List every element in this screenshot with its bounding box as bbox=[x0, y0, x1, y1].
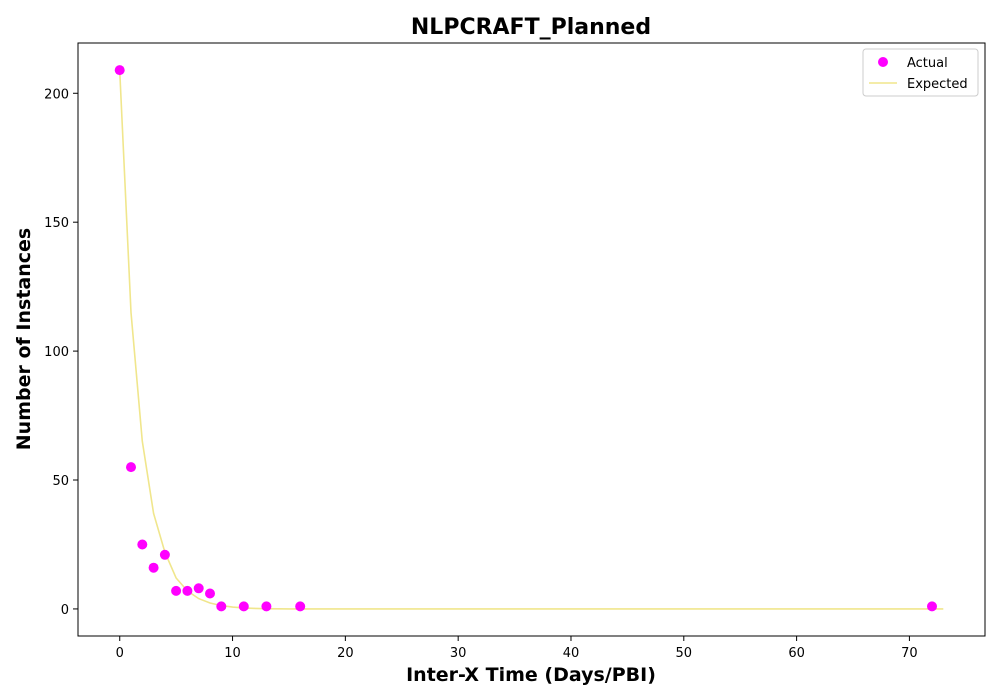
chart-title: NLPCRAFT_Planned bbox=[411, 15, 651, 40]
x-tick-label: 20 bbox=[337, 646, 354, 661]
actual-data-point bbox=[193, 583, 204, 594]
y-tick-label: 0 bbox=[61, 603, 69, 618]
actual-data-point bbox=[261, 601, 272, 612]
y-tick-label: 200 bbox=[44, 87, 69, 102]
actual-data-point bbox=[171, 585, 182, 596]
x-tick-label: 10 bbox=[224, 646, 241, 661]
x-axis-label: Inter-X Time (Days/PBI) bbox=[406, 664, 656, 686]
x-tick-label: 0 bbox=[116, 646, 124, 661]
plot-frame bbox=[77, 42, 986, 637]
actual-data-point bbox=[927, 601, 937, 612]
x-tick-label: 30 bbox=[450, 646, 467, 661]
y-tick-label: 150 bbox=[44, 216, 69, 231]
x-tick-label: 70 bbox=[901, 646, 918, 661]
actual-data-point bbox=[205, 588, 215, 599]
actual-data-point bbox=[137, 539, 148, 550]
y-axis: 0 50 100 150 200 bbox=[44, 87, 78, 618]
actual-data-point bbox=[216, 601, 227, 612]
legend-box bbox=[862, 48, 979, 97]
plot-content bbox=[114, 65, 944, 612]
actual-data-point bbox=[295, 601, 306, 612]
x-tick-label: 40 bbox=[563, 646, 580, 661]
x-tick-label: 60 bbox=[788, 646, 805, 661]
y-axis-label: Number of Instances bbox=[13, 228, 35, 450]
legend-marker-actual bbox=[878, 57, 888, 67]
actual-data-point bbox=[238, 601, 249, 612]
actual-data-point bbox=[182, 585, 193, 596]
legend-label: Expected bbox=[907, 77, 968, 92]
actual-data-point bbox=[126, 462, 136, 473]
x-axis: 0 10 20 30 40 50 60 70 bbox=[116, 636, 918, 661]
y-tick-label: 100 bbox=[44, 345, 69, 360]
legend-label: Actual bbox=[907, 56, 948, 71]
actual-data-point bbox=[114, 65, 125, 76]
actual-data-point bbox=[159, 549, 170, 560]
legend: Actual Expected bbox=[862, 48, 979, 97]
y-tick-label: 50 bbox=[52, 474, 69, 489]
actual-data-point bbox=[148, 562, 159, 573]
x-tick-label: 50 bbox=[676, 646, 693, 661]
